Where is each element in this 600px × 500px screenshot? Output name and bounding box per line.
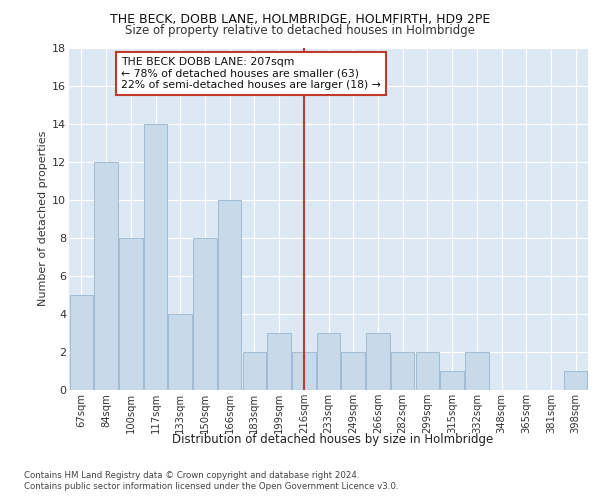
Text: Contains public sector information licensed under the Open Government Licence v3: Contains public sector information licen… [24,482,398,491]
Bar [391,352,415,390]
Bar [242,352,266,390]
Bar [292,352,316,390]
Text: Size of property relative to detached houses in Holmbridge: Size of property relative to detached ho… [125,24,475,37]
Bar [465,352,488,390]
Bar [416,352,439,390]
Text: Contains HM Land Registry data © Crown copyright and database right 2024.: Contains HM Land Registry data © Crown c… [24,471,359,480]
Text: Distribution of detached houses by size in Holmbridge: Distribution of detached houses by size … [172,432,494,446]
Bar [218,200,241,390]
Bar [440,371,464,390]
Bar [193,238,217,390]
Y-axis label: Number of detached properties: Number of detached properties [38,131,48,306]
Bar [341,352,365,390]
Bar [144,124,167,390]
Bar [317,333,340,390]
Bar [564,371,587,390]
Bar [94,162,118,390]
Bar [366,333,389,390]
Bar [70,295,93,390]
Bar [268,333,291,390]
Text: THE BECK DOBB LANE: 207sqm
← 78% of detached houses are smaller (63)
22% of semi: THE BECK DOBB LANE: 207sqm ← 78% of deta… [121,57,381,90]
Text: THE BECK, DOBB LANE, HOLMBRIDGE, HOLMFIRTH, HD9 2PE: THE BECK, DOBB LANE, HOLMBRIDGE, HOLMFIR… [110,12,490,26]
Bar [169,314,192,390]
Bar [119,238,143,390]
